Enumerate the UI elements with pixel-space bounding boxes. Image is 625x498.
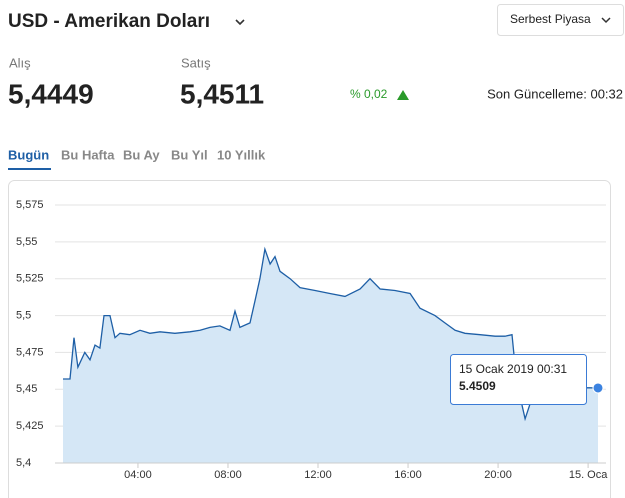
tooltip-box [450,354,587,405]
market-dropdown[interactable] [497,4,624,36]
buy-value: 5,4449 [8,78,94,109]
chart: 5,4 5,425 5,45 5,475 5,5 5,525 5,55 5,575 04:00 0… [16,199,608,481]
title-chevron[interactable] [235,19,245,26]
last-updated: Son Güncelleme: 00:32 [487,86,623,101]
x-tick-label: 16:00 [394,469,422,481]
y-tick-label: 5,4 [16,457,31,469]
x-tick-label: 04:00 [124,469,152,481]
y-tick-label: 5,5 [16,309,31,321]
tabs: Bugün Bu Hafta Bu Ay Bu Yıl 10 Yıllık [8,147,266,162]
active-tab-underline [8,168,51,170]
x-tick-label: 08:00 [214,469,242,481]
hover-point [592,382,604,394]
x-tick-label: 15. Oca [569,469,608,481]
y-tick-label: 5,575 [16,199,44,211]
up-arrow [397,90,409,100]
tab[interactable]: Bu Hafta [61,147,115,162]
sell-value: 5,4511 [180,78,264,109]
market-label: Serbest Piyasa [510,12,591,26]
change: % 0,02 [350,87,388,101]
x-tick-label: 12:00 [304,469,332,481]
tooltip-value: 5.4509 [459,379,496,393]
y-tick-label: 5,475 [16,346,44,358]
tab[interactable]: 10 Yıllık [217,147,266,162]
tab[interactable]: Bu Ay [123,147,160,162]
tab[interactable]: Bu Yıl [171,147,208,162]
dropdown-chevron [601,17,611,24]
y-tick-label: 5,45 [16,383,37,395]
line [63,246,599,422]
tooltip-date: 15 Ocak 2019 00:31 [459,362,567,376]
y-tick-label: 5,525 [16,273,44,285]
y-tick-label: 5,425 [16,420,44,432]
currency-title: USD - Amerikan Doları [8,11,210,32]
buy-label: Alış [9,55,31,70]
sell-label: Satış [181,55,211,70]
tab[interactable]: Bugün [8,147,49,162]
area [63,249,598,463]
x-tick-label: 20:00 [484,469,512,481]
y-tick-label: 5,55 [16,236,37,248]
